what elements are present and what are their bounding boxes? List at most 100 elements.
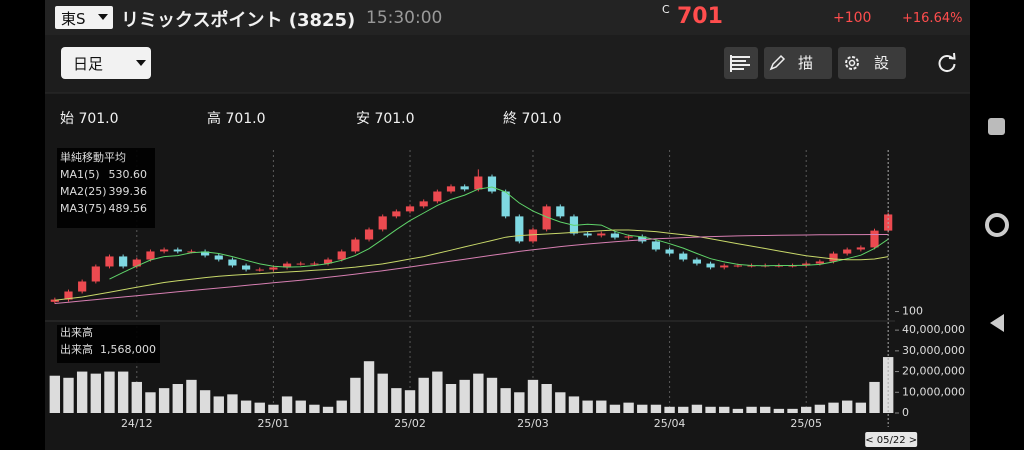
ohlc-value: 701.0 [225,111,266,127]
volume-bar [841,400,853,413]
volume-bar [131,381,142,413]
candle-body [788,265,797,267]
volume-title: 出来高 [60,325,93,339]
refresh-button[interactable] [936,52,958,74]
volume-bar [773,408,785,413]
candle-body [119,256,128,267]
volume-bar [623,402,634,413]
settings-label: 設定 [874,54,890,79]
draw-button[interactable]: 描画 [764,47,832,79]
volume-bar [459,379,470,413]
candle-body [843,249,852,254]
volume-bar [172,384,183,413]
change: +100 [833,10,872,26]
volume-bar [705,406,716,413]
volume-bar [90,373,102,413]
candle-body [146,251,155,260]
x-tick-label: 25/02 [394,417,426,430]
stock-name: リミックスポイント (3825) [121,10,356,31]
candle-body [638,236,647,242]
recents-button[interactable] [988,118,1005,135]
time: 15:30:00 [366,8,443,28]
volume-bar [322,406,334,413]
home-button[interactable] [985,213,1009,237]
candle-body [228,259,237,266]
legend-name: MA2(25) [60,185,107,198]
candle-body [651,241,661,250]
volume-bar [240,400,252,413]
legend-box [57,148,155,228]
candle-body [337,251,346,260]
volume-bar [145,392,156,413]
candle-body [692,259,702,264]
volume-bar [363,361,375,413]
volume-bar [473,373,484,413]
candle-body [556,206,565,217]
candle-body [187,251,196,253]
market-select[interactable]: 東S [55,6,113,29]
ohlc-value: 701.0 [374,111,415,127]
volume-bar [418,377,429,413]
volume-bar [49,375,61,413]
candle-body [201,251,210,256]
candle-body [296,263,305,265]
candle-body [733,265,742,267]
ohlc-label: 安 [356,111,370,127]
candle-body [50,299,59,302]
volume-bar [268,404,279,413]
legend-name: MA1(5) [60,168,100,181]
volume-bar [637,404,648,413]
legend-value: 399.36 [109,185,148,198]
volume-bar [555,392,566,413]
nav-bar [970,0,1024,450]
list-icon [730,55,750,72]
candle-body [679,253,688,260]
ohlc-close: 終 701.0 [503,108,562,128]
candle-body [515,216,524,242]
settings-button[interactable]: 設定 [838,47,906,79]
candle-body [856,247,865,250]
candle-body [829,253,838,262]
gear-icon [845,56,859,70]
back-button[interactable] [987,312,1007,334]
candle-body [624,236,633,238]
candle-body [747,265,756,267]
candle-body [474,176,483,190]
volume-bar [295,400,306,413]
period-select[interactable]: 日足 [61,47,151,79]
ohlc-label: 終 [503,111,517,127]
volume-bar [158,388,170,413]
volume-bar [664,406,675,413]
candle-body [241,265,251,270]
candle-body [351,239,360,252]
candle-body [378,216,387,230]
volume-bar [486,377,498,413]
candle-body [583,233,592,236]
volume-bar [801,406,812,413]
volume-bar [336,400,347,413]
pencil-icon [769,54,786,71]
volume-bar [199,390,211,413]
candle-body [310,263,319,265]
ohlc-row: 始 701.0 高 701.0 安 701.0 終 701.0 [60,108,660,130]
list-button[interactable] [724,47,758,79]
candle-body [78,281,87,292]
volume-bar [609,404,621,413]
volume-legend-box [57,325,160,363]
x-tick-label: 25/05 [790,417,822,430]
candle-body [528,229,538,242]
volume-bar [404,390,416,413]
volume-tick-label: 30,000,000 [902,344,965,357]
legend-value: 489.56 [109,202,148,215]
dropdown-arrow [136,60,146,66]
volume-bar [117,371,129,413]
x-tick-label: 25/01 [258,417,290,430]
x-tick-label: 24/12 [121,417,153,430]
period: 日足 [73,55,104,73]
candle-body [542,206,551,230]
volume-bar [541,384,552,413]
volume-bar [281,396,293,413]
volume-tick-label: 10,000,000 [902,385,965,398]
volume-bar [719,406,730,413]
